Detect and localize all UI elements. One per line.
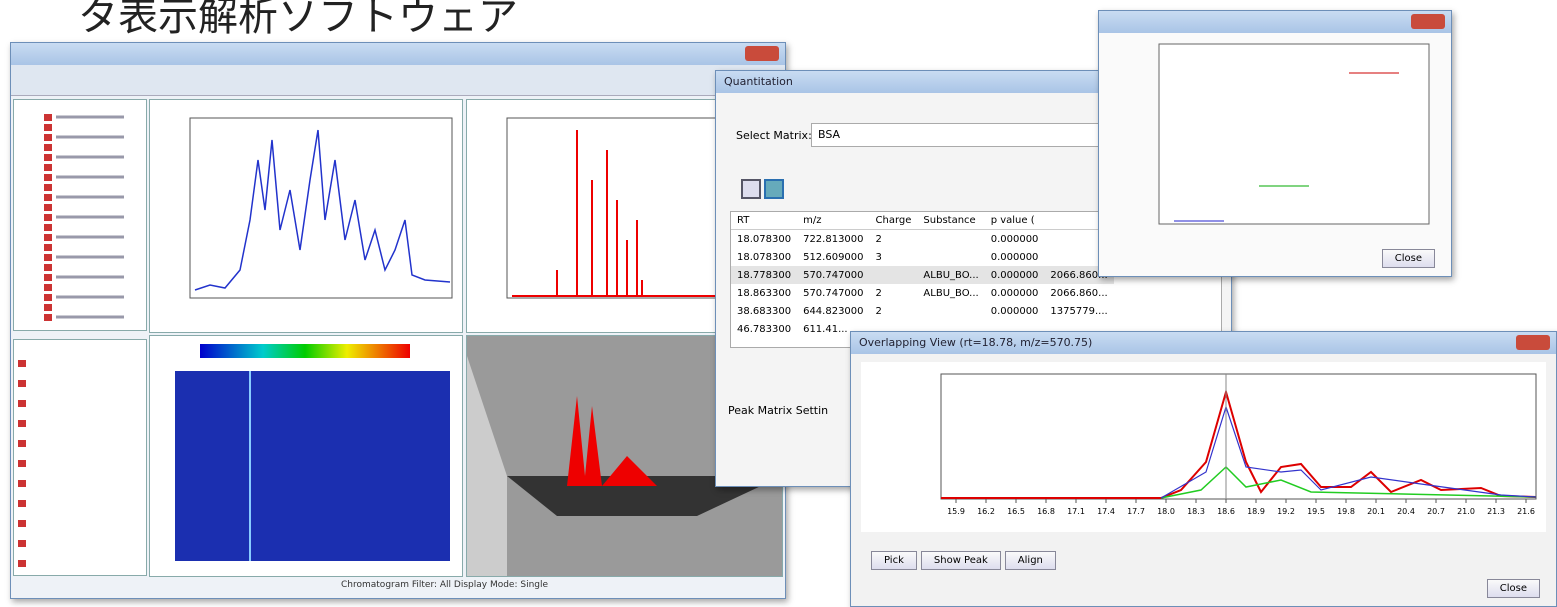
column-header: Charge [869,212,918,230]
x-tick-label: 21.0 [1457,507,1475,516]
table-row: 18.078300 512.609000 3 0.000000 [731,248,1114,266]
table-cell: ALBU_BO... [923,269,979,281]
table-cell [870,266,918,284]
overlap-window: Overlapping View (rt=18.78, m/z=570.75) … [850,331,1557,607]
table-cell: 1375779.... [1050,305,1108,317]
close-button[interactable]: Close [1486,579,1540,598]
quant-table: RT m/z Charge Substance p value ( 18.078300 7… [731,212,1114,338]
table-row: 38.683300 644.823000 2 0.000000 1375779.... [731,302,1114,320]
main-window: Chromatogram Filter: All Display Mode: S… [10,42,786,599]
x-tick-label: 20.4 [1397,507,1415,516]
table-cell: 0.000000 [990,287,1039,299]
list-items [18,360,26,567]
close-x[interactable] [745,46,779,61]
table-cell [917,248,984,266]
x-tick-label: 16.5 [1007,507,1025,516]
table-cell [917,302,984,320]
x-tick-label: 18.3 [1187,507,1205,516]
button[interactable]: Show Peak [920,551,1001,570]
toolbar [11,65,785,96]
table-cell: ALBU_BO... [923,287,979,299]
x-tick-label: 18.6 [1217,507,1235,516]
table-cell: 2 [875,287,882,299]
tree-items [44,114,124,321]
button[interactable]: Pick [871,551,917,570]
table-cell: 18.863300 [737,287,792,299]
title-bar: Overlapping View (rt=18.78, m/z=570.75) [851,332,1556,354]
table-cell: 2 [875,305,882,317]
chromatogram [189,117,453,299]
x-tick-label: 21.6 [1517,507,1535,516]
title-bar [1099,11,1451,33]
table-cell: 0.000000 [990,269,1039,281]
table-cell: 0.000000 [990,305,1039,317]
table-row: 18.863300 570.747000 2 ALBU_BO... 0.000000 20… [731,284,1114,302]
x-tick-label: 15.9 [947,507,965,516]
column-header: m/z [797,212,870,230]
x-tick-label: 17.1 [1067,507,1085,516]
header-row: RT m/z Charge Substance p value ( [731,212,1114,230]
heatmap [175,344,450,561]
column-header: RT [731,212,798,230]
x-tick-label: 18.9 [1247,507,1265,516]
column-header [1044,212,1114,230]
table-cell: 644.823000 [803,305,864,317]
x-tick-label: 19.8 [1337,507,1355,516]
table-row: 18.778300 570.747000 ALBU_BO... 0.000000 206… [731,266,1114,284]
select-label: Select Matrix: [736,129,812,142]
x-tick-label: 17.7 [1127,507,1145,516]
icon-button[interactable] [741,179,761,199]
x-tick-label: 19.5 [1307,507,1325,516]
tree-panel [13,99,147,331]
x-tick-label: 21.3 [1487,507,1505,516]
table-cell: 3 [875,251,882,263]
table-cell: 512.609000 [803,251,864,263]
average-plot [1158,43,1430,225]
table-row: 46.783300 611.41... [731,320,1114,338]
table-cell: 722.813000 [803,233,864,245]
x-tick-label: 16.8 [1037,507,1055,516]
table-cell: 18.778300 [737,269,792,281]
x-tick-label: 17.4 [1097,507,1115,516]
button[interactable]: Align [1004,551,1056,570]
table-cell: 611.41... [803,323,848,335]
x-tick-label: 20.1 [1367,507,1385,516]
icon-button[interactable] [764,179,784,199]
table-cell [917,230,984,249]
table-row: 18.078300 722.813000 2 0.000000 [731,230,1114,249]
status-text: Chromatogram Filter: All Display Mode: S… [341,580,549,590]
column-header: Substance [917,212,985,230]
average-window: Close [1098,10,1452,277]
table-cell: 18.078300 [737,251,792,263]
surface-3d [467,356,782,576]
table-cell: 2066.860... [1050,287,1108,299]
table-cell: 0.000000 [990,233,1039,245]
settings-link[interactable]: Peak Matrix Settin [728,404,829,417]
overlap-plot: 15.9 16.2 16.5 16.8 17.1 17.4 17.7 18.0 18.3 18.6… [861,362,1546,532]
x-tick-label: 20.7 [1427,507,1445,516]
close-x[interactable] [1516,335,1550,350]
title-bar [11,43,785,65]
table-cell: 2066.860... [1050,269,1108,281]
close-button[interactable]: Close [1381,249,1435,268]
table-cell: 46.783300 [737,323,792,335]
table-cell: 38.683300 [737,305,792,317]
x-tick-label: 19.2 [1277,507,1295,516]
chromatogram-panel [149,99,463,333]
heatmap-panel [149,335,463,577]
list-panel [13,339,147,576]
table-cell: 2 [875,233,882,245]
x-tick-label: 16.2 [977,507,995,516]
x-tick-label: 18.0 [1157,507,1175,516]
column-header: p value ( [984,212,1045,230]
button-row: Pick Show Peak Align [871,548,1060,570]
table-cell: 0.000000 [990,251,1039,263]
spectrum [506,117,773,299]
close-x[interactable] [1411,14,1445,29]
table-cell: 18.078300 [737,233,792,245]
heading: タ表示解析ソフトウェア [78,0,518,40]
table-cell: 570.747000 [803,287,864,299]
table-cell: 570.747000 [803,269,864,281]
